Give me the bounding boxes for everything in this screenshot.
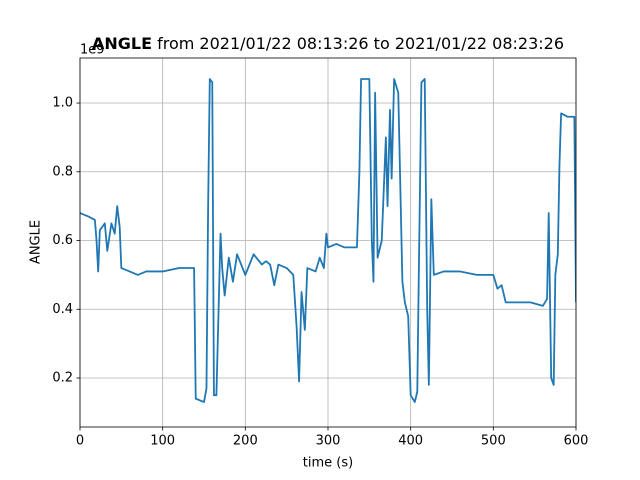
data-line	[80, 78, 576, 403]
y-tick-label: 0.8	[52, 164, 73, 179]
x-tick-label: 0	[76, 434, 84, 449]
x-axis-label: time (s)	[303, 456, 353, 471]
y-tick-label: 0.2	[52, 371, 73, 386]
y-tick-label: 0.4	[52, 302, 73, 317]
title-text: from 2021/01/22 08:13:26 to 2021/01/22 0…	[157, 34, 564, 53]
y-offset-label: 1e9	[80, 43, 105, 58]
y-axis-label: ANGLE	[29, 220, 44, 264]
plot-frame	[79, 57, 577, 428]
x-tick-label: 300	[316, 434, 341, 449]
x-tick-label: 500	[481, 434, 506, 449]
x-tick-label: 100	[150, 434, 175, 449]
x-tick-label: 200	[233, 434, 258, 449]
chart-title: ANGLE from 2021/01/22 08:13:26 to 2021/0…	[92, 34, 564, 53]
y-tick-label: 0.6	[52, 233, 73, 248]
y-tick-label: 1.0	[52, 96, 73, 111]
x-tick-label: 600	[564, 434, 589, 449]
title-bold: ANGLE	[92, 34, 152, 53]
x-tick-label: 400	[398, 434, 423, 449]
